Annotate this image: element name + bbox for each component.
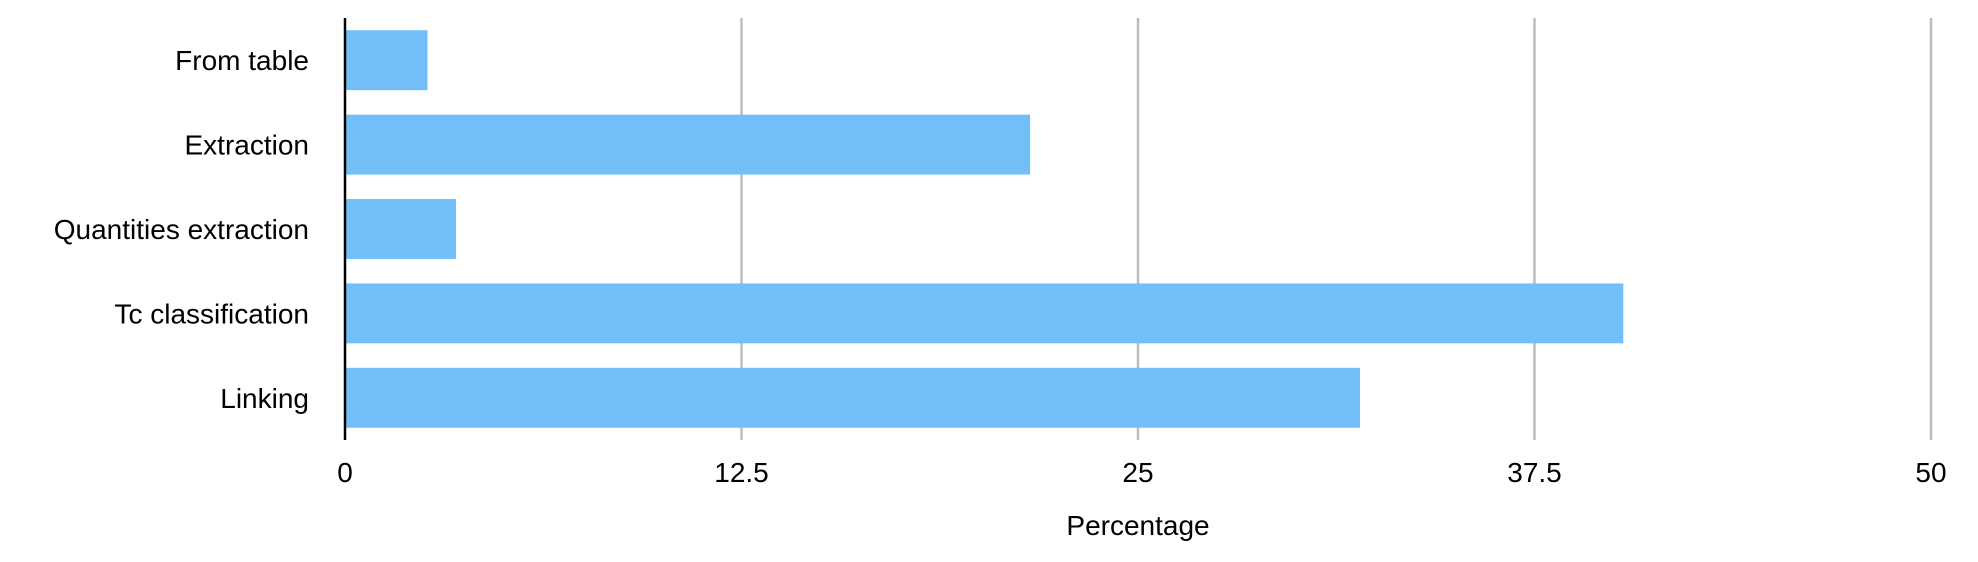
bar <box>345 367 1361 428</box>
category-label: Extraction <box>185 130 310 161</box>
x-tick-labels: 0 12.5 25 37.5 50 <box>337 457 1946 488</box>
category-label: From table <box>175 45 309 76</box>
bar <box>345 283 1624 344</box>
bar <box>345 114 1031 175</box>
x-tick-label: 50 <box>1915 457 1946 488</box>
x-tick-label: 25 <box>1122 457 1153 488</box>
bar <box>345 199 457 259</box>
x-tick-label: 37.5 <box>1507 457 1562 488</box>
x-tick-label: 12.5 <box>714 457 769 488</box>
x-tick-label: 0 <box>337 457 353 488</box>
x-axis-title: Percentage <box>1066 510 1209 541</box>
category-label: Quantities extraction <box>54 214 309 245</box>
category-labels: From table Extraction Quantities extractio… <box>54 45 309 414</box>
category-label: Tc classification <box>114 298 309 329</box>
category-label: Linking <box>220 383 309 414</box>
bar <box>345 30 428 91</box>
bars <box>345 30 1624 428</box>
